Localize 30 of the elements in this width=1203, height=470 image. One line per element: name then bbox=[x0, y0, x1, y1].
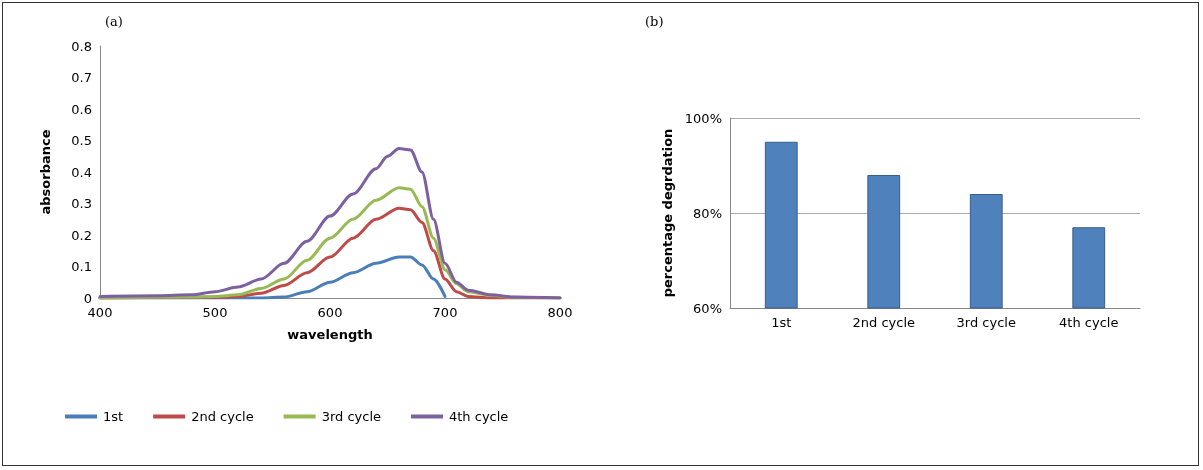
y-tick-label: 0.5 bbox=[71, 133, 92, 148]
y-axis-title: absorbance bbox=[38, 129, 53, 215]
chart-title: (a) bbox=[105, 14, 123, 29]
x-tick-label: 700 bbox=[432, 305, 458, 320]
x-tick-label: 4th cycle bbox=[1059, 315, 1119, 330]
x-tick-label: 500 bbox=[202, 305, 228, 320]
y-tick-label: 0.6 bbox=[71, 101, 92, 117]
chart-title: (b) bbox=[645, 14, 664, 29]
legend-label: 2nd cycle bbox=[191, 409, 254, 424]
legend-label: 4th cycle bbox=[449, 409, 509, 424]
x-tick-label: 600 bbox=[317, 305, 343, 320]
y-tick-label: 0.7 bbox=[71, 70, 92, 85]
y-tick-label: 0.3 bbox=[71, 196, 92, 211]
legend-label: 3rd cycle bbox=[321, 409, 382, 424]
x-tick-label: 3rd cycle bbox=[956, 315, 1016, 330]
y-tick-label: 0.8 bbox=[71, 38, 92, 54]
x-tick-label: 2nd cycle bbox=[852, 315, 915, 330]
y-tick-label: 80% bbox=[693, 205, 722, 221]
x-tick-label: 800 bbox=[547, 305, 573, 320]
x-tick-label: 400 bbox=[87, 305, 113, 320]
y-tick-label: 100% bbox=[684, 110, 722, 126]
y-tick-label: 60% bbox=[693, 300, 722, 316]
x-tick-label: 1st bbox=[771, 315, 792, 330]
y-tick-label: 0.1 bbox=[71, 259, 92, 274]
y-tick-label: 0.2 bbox=[71, 227, 92, 243]
y-axis-title: percentage degrdation bbox=[659, 128, 675, 298]
legend-label: 1st bbox=[103, 409, 124, 424]
y-tick-label: 0 bbox=[83, 290, 92, 306]
y-tick-label: 0.4 bbox=[71, 164, 92, 180]
x-axis-title: wavelength bbox=[287, 327, 373, 342]
